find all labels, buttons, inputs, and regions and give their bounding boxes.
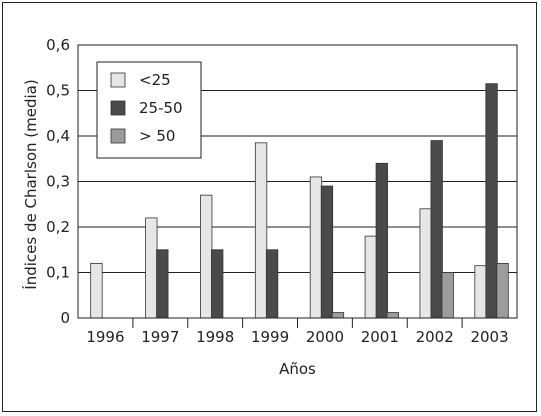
bar [441, 272, 454, 319]
x-tick-label: 2003 [470, 328, 508, 346]
x-tick-label: 1997 [141, 328, 179, 346]
bar [364, 235, 377, 319]
y-tick-label: 0,5 [46, 82, 70, 100]
legend: <25 25-50 > 50 [96, 61, 202, 159]
bar [419, 208, 432, 319]
y-tick-label: 0,1 [46, 264, 70, 282]
legend-swatch [110, 128, 126, 144]
bar [254, 142, 268, 319]
bar [331, 312, 345, 319]
bars [90, 83, 509, 319]
x-tick-label: 2000 [306, 328, 344, 346]
y-tick-label: 0,2 [46, 218, 70, 236]
bar [320, 185, 334, 319]
bar [211, 249, 224, 319]
legend-label: 25-50 [139, 99, 183, 117]
x-tick-label: 2001 [361, 328, 399, 346]
y-tick-label: 0,3 [46, 173, 70, 191]
y-tick-label: 0 [60, 309, 70, 327]
legend-label: <25 [139, 71, 171, 89]
chart-frame [2, 2, 537, 412]
bar [474, 265, 487, 319]
bar [145, 217, 158, 319]
bar [200, 194, 213, 319]
y-tick-label: 0,6 [46, 36, 70, 54]
x-tick-label: 1998 [196, 328, 234, 346]
y-tick-label: 0,4 [46, 127, 70, 145]
x-axis-label: Años [279, 360, 316, 378]
legend-label: > 50 [139, 127, 175, 145]
bar [375, 162, 388, 319]
bar [386, 312, 399, 319]
x-tick-labels: 1996 1997 1998 1999 2000 2001 2002 2003 [86, 318, 509, 346]
bar [496, 262, 509, 319]
bar [430, 140, 443, 319]
y-axis-label: Índices de Charlson (media) [21, 79, 40, 289]
x-tick-label: 1999 [251, 328, 289, 346]
bar [309, 176, 323, 319]
bar [265, 249, 279, 319]
y-tick-labels: 0 0,1 0,2 0,3 0,4 0,5 0,6 [46, 36, 70, 327]
bar [485, 83, 498, 319]
bar [156, 249, 169, 319]
x-tick-label: 2002 [416, 328, 454, 346]
legend-swatch [110, 100, 126, 116]
legend-swatch [110, 72, 126, 88]
x-tick-label: 1996 [86, 328, 124, 346]
bar [90, 262, 103, 319]
